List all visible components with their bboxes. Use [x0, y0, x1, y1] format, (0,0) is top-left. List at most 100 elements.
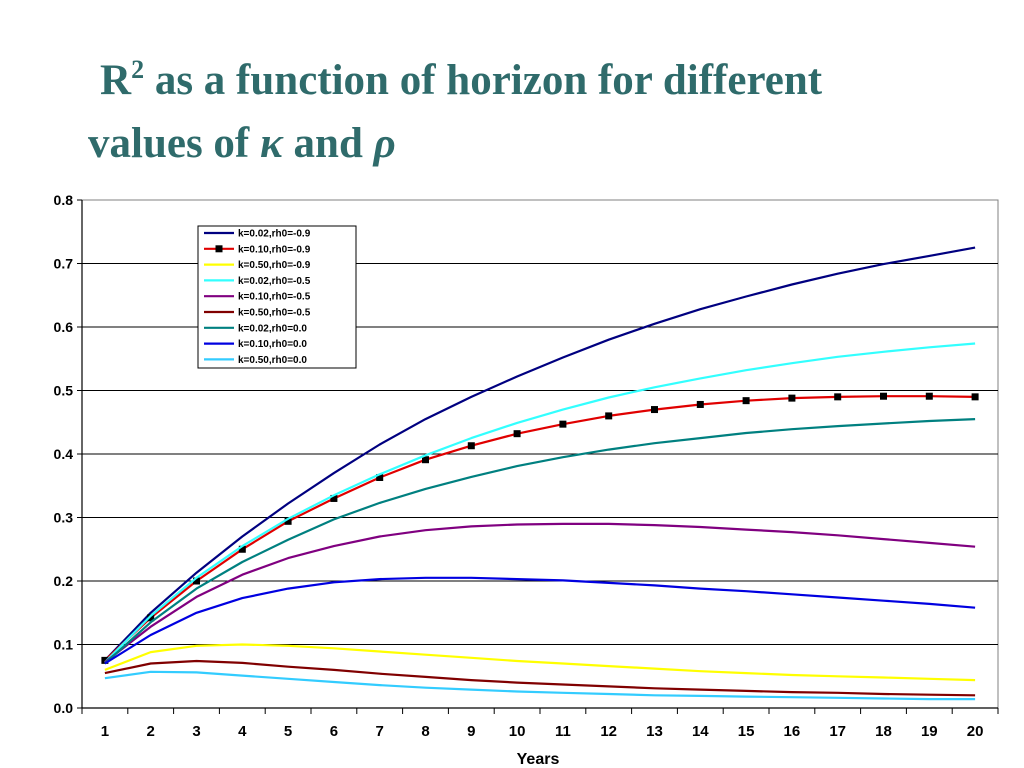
series-2 [101, 392, 979, 664]
x-tick-label: 13 [646, 723, 663, 740]
title-text-3: and [282, 120, 374, 167]
legend-label: k=0.02,rh0=0.0 [238, 323, 307, 334]
series-6 [104, 659, 976, 697]
series-7 [104, 418, 976, 665]
data-point [651, 406, 658, 414]
axis-layer: 0.00.10.20.30.40.50.60.70.81 2 3 4 5 6 7 8 9 10 11… [54, 192, 999, 740]
legend-item: k=0.50,rh0=0.0 [204, 355, 307, 366]
x-tick-label: 6 [330, 723, 338, 740]
title-text-1: as a function of horizon for different [144, 57, 823, 104]
series-line [104, 659, 976, 697]
data-point [101, 656, 109, 664]
data-point [834, 393, 842, 401]
series-line [104, 576, 976, 665]
legend-item: k=0.02,rh0=-0.5 [204, 276, 311, 287]
x-tick-label: 5 [284, 723, 292, 740]
data-point [193, 577, 200, 585]
data-point [284, 517, 292, 525]
series-line [104, 418, 976, 665]
legend-marker [215, 245, 223, 253]
title-line-2: values of κ and ρ [88, 115, 988, 173]
legend-label: k=0.50,rh0=-0.5 [238, 308, 311, 319]
x-tick-label: 20 [967, 723, 984, 740]
data-point [605, 412, 613, 420]
legend-label: k=0.10,rh0=-0.9 [238, 244, 311, 255]
x-tick-label: 2 [147, 723, 155, 740]
series-3 [104, 643, 976, 682]
data-point [513, 430, 521, 438]
x-tick-label: 17 [829, 723, 846, 740]
legend-item: k=0.02,rh0=-0.9 [204, 229, 311, 240]
legend-label: k=0.02,rh0=-0.9 [238, 229, 311, 240]
legend-item: k=0.50,rh0=-0.5 [204, 308, 311, 319]
x-tick-label: 15 [738, 723, 755, 740]
data-point [742, 397, 750, 405]
title-superscript: 2 [131, 55, 145, 84]
series-9 [104, 670, 976, 701]
legend: k=0.02,rh0=-0.9 k=0.10,rh0=-0.9 k=0.50,rh0… [197, 225, 357, 369]
y-tick-label: 0.6 [54, 319, 74, 335]
y-tick-label: 0.5 [54, 383, 74, 399]
data-point [422, 456, 429, 464]
legend-item: k=0.10,rh0=-0.5 [204, 292, 311, 303]
x-tick-label: 4 [238, 723, 247, 740]
series-line [104, 670, 976, 701]
data-point [467, 442, 475, 450]
data-point [559, 420, 567, 428]
y-tick-label: 0.1 [54, 637, 74, 653]
title-rho: ρ [373, 120, 396, 167]
title-r: R [100, 57, 132, 104]
data-point [376, 473, 384, 481]
data-point [238, 545, 246, 553]
x-tick-label: 19 [921, 723, 938, 740]
y-tick-label: 0.0 [54, 700, 74, 716]
series-line [104, 342, 976, 664]
data-point [147, 614, 155, 622]
series-5 [104, 522, 976, 664]
x-tick-label: 3 [192, 723, 200, 740]
legend-item: k=0.10,rh0=0.0 [204, 339, 307, 350]
data-point [696, 400, 704, 408]
legend-label: k=0.10,rh0=0.0 [238, 339, 307, 350]
y-tick-label: 0.2 [54, 573, 74, 589]
y-tick-label: 0.3 [54, 510, 74, 526]
series-8 [104, 576, 976, 665]
legend-item: k=0.50,rh0=-0.9 [204, 260, 311, 271]
data-point [880, 392, 887, 400]
series-1 [104, 246, 976, 662]
title-line-1: R2 as a function of horizon for differen… [88, 52, 988, 115]
series-4 [104, 342, 976, 664]
legend-item: k=0.10,rh0=-0.9 [204, 244, 311, 255]
x-tick-label: 7 [376, 723, 384, 740]
legend-item: k=0.02,rh0=0.0 [204, 323, 307, 334]
legend-label: k=0.50,rh0=0.0 [238, 355, 307, 366]
x-tick-label: 8 [421, 723, 429, 740]
legend-label: k=0.02,rh0=-0.5 [238, 276, 311, 287]
x-axis-label: Years [517, 751, 560, 768]
x-tick-label: 18 [875, 723, 892, 740]
legend-label: k=0.50,rh0=-0.9 [238, 260, 311, 271]
y-tick-label: 0.8 [54, 192, 74, 208]
title-text-2: values of [88, 120, 260, 167]
data-point [971, 393, 979, 401]
series-line [104, 522, 976, 664]
x-tick-label: 14 [692, 723, 709, 740]
data-point [925, 392, 933, 400]
x-tick-label: 1 [101, 723, 109, 740]
series-line [104, 246, 976, 662]
data-point [788, 394, 796, 402]
y-tick-label: 0.4 [54, 446, 74, 462]
y-tick-label: 0.7 [54, 256, 74, 272]
data-point [330, 494, 338, 502]
chart-title: R2 as a function of horizon for differen… [88, 52, 988, 173]
x-tick-label: 12 [600, 723, 617, 740]
x-tick-label: 11 [555, 723, 571, 740]
x-tick-label: 9 [467, 723, 475, 740]
legend-label: k=0.10,rh0=-0.5 [238, 292, 311, 303]
x-tick-label: 16 [784, 723, 801, 740]
x-tick-label: 10 [509, 723, 526, 740]
series-line [104, 643, 976, 682]
title-kappa: κ [260, 120, 283, 167]
series-line [104, 395, 976, 662]
series-layer [101, 246, 979, 701]
